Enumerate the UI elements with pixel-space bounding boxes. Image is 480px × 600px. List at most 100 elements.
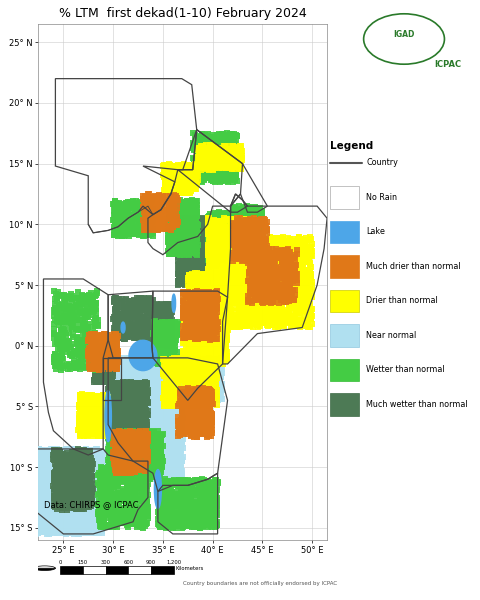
Point — [167, 199, 174, 208]
Point — [228, 129, 235, 139]
Point — [120, 401, 128, 410]
Point — [69, 517, 76, 527]
Point — [222, 226, 229, 235]
Point — [194, 398, 202, 408]
Point — [168, 395, 176, 405]
Point — [251, 269, 258, 279]
Point — [72, 468, 79, 478]
Point — [99, 429, 107, 439]
Point — [166, 389, 174, 398]
Point — [173, 379, 181, 389]
Point — [96, 502, 103, 512]
Point — [117, 427, 125, 437]
Point — [176, 247, 183, 256]
Point — [193, 346, 201, 356]
Point — [210, 254, 218, 263]
Point — [120, 457, 128, 467]
Point — [117, 400, 125, 410]
Point — [114, 358, 121, 367]
Point — [284, 316, 292, 326]
Point — [151, 432, 158, 442]
Point — [52, 306, 60, 316]
Point — [125, 424, 132, 433]
Point — [195, 324, 203, 334]
Point — [200, 367, 208, 377]
Point — [183, 239, 191, 249]
Point — [141, 478, 149, 487]
Point — [124, 463, 132, 472]
Point — [112, 388, 120, 397]
Point — [221, 313, 229, 322]
Point — [150, 399, 157, 409]
Point — [195, 300, 203, 310]
Point — [287, 256, 295, 266]
Point — [240, 224, 248, 233]
Point — [127, 487, 134, 497]
Point — [198, 223, 206, 232]
Point — [199, 490, 206, 500]
Point — [276, 283, 283, 293]
Point — [135, 222, 143, 232]
Point — [192, 223, 200, 233]
Point — [50, 488, 58, 498]
Point — [204, 476, 212, 486]
Point — [123, 439, 131, 449]
Point — [147, 442, 155, 451]
Point — [293, 296, 301, 306]
Point — [157, 341, 165, 350]
Point — [120, 461, 128, 471]
Point — [206, 257, 214, 267]
Point — [104, 523, 111, 532]
Point — [137, 446, 145, 456]
Point — [157, 319, 165, 328]
Point — [182, 318, 190, 328]
Point — [289, 294, 297, 304]
Point — [199, 361, 206, 370]
Point — [93, 484, 101, 494]
Point — [222, 345, 229, 355]
Point — [52, 496, 60, 505]
Point — [130, 210, 137, 220]
Point — [207, 296, 215, 305]
Point — [179, 498, 186, 508]
Point — [179, 387, 186, 397]
Point — [173, 387, 180, 397]
Point — [199, 214, 207, 224]
Point — [81, 471, 88, 481]
Point — [176, 393, 183, 403]
Point — [189, 317, 197, 326]
Point — [165, 367, 173, 376]
Point — [129, 412, 137, 422]
Point — [187, 394, 195, 403]
Point — [227, 134, 235, 143]
Point — [178, 472, 185, 482]
Point — [110, 445, 118, 454]
Point — [234, 248, 242, 258]
Point — [167, 365, 174, 375]
Point — [72, 512, 80, 521]
Point — [248, 309, 255, 319]
Point — [169, 427, 177, 437]
Point — [188, 215, 195, 225]
Point — [211, 227, 218, 237]
Point — [187, 358, 194, 367]
Point — [197, 397, 204, 406]
Point — [194, 365, 202, 374]
Point — [248, 268, 255, 277]
Point — [227, 311, 234, 321]
Point — [175, 475, 183, 485]
Point — [202, 248, 210, 257]
Point — [220, 296, 228, 305]
Point — [201, 354, 209, 364]
Point — [228, 133, 236, 143]
Point — [208, 305, 216, 315]
Point — [218, 301, 226, 311]
Point — [269, 277, 276, 286]
Point — [176, 254, 184, 264]
Point — [57, 514, 64, 523]
Point — [210, 243, 218, 253]
Point — [113, 493, 121, 502]
Point — [215, 258, 222, 268]
Point — [216, 386, 223, 395]
Point — [184, 392, 192, 401]
